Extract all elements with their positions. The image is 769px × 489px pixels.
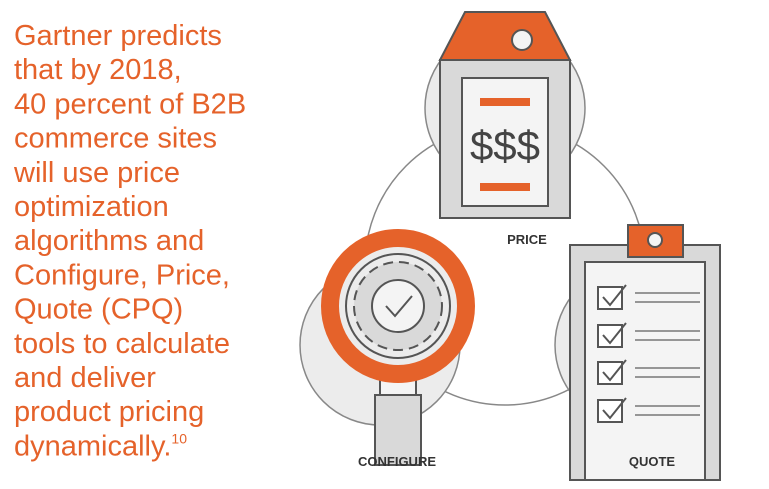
- text-span: algorithms and: [14, 225, 204, 257]
- text-span: that by 2018,: [14, 54, 182, 86]
- text-line: will use price: [13, 157, 180, 189]
- text-span: product pricing: [14, 396, 204, 428]
- text-span: dynamically.: [14, 430, 171, 462]
- text-span: and deliver: [14, 362, 156, 394]
- text-span: will use price: [13, 157, 180, 189]
- text-span: Configure, Price,: [14, 259, 230, 291]
- gear-icon: [321, 229, 475, 466]
- text-span: Gartner predicts: [14, 20, 222, 52]
- footnote-ref: 10: [171, 430, 187, 446]
- text-line: Quote (CPQ): [14, 294, 183, 326]
- text-span: tools to calculate: [14, 328, 230, 360]
- text-line: Gartner predicts: [14, 20, 222, 52]
- text-line: algorithms and: [14, 225, 204, 257]
- label: QUOTE: [629, 454, 676, 469]
- text-span: Quote (CPQ): [14, 294, 183, 326]
- text-line: that by 2018,: [14, 54, 182, 86]
- text-span: optimization: [14, 191, 169, 223]
- price-symbol: $$$: [470, 122, 540, 169]
- label: CONFIGURE: [358, 454, 436, 469]
- price-tag-icon: [438, 11, 572, 219]
- text-line: Configure, Price,: [14, 259, 230, 291]
- text-span: commerce sites: [14, 123, 217, 155]
- text-line: dynamically.10: [14, 430, 187, 462]
- text-line: and deliver: [14, 362, 156, 394]
- text-line: commerce sites: [14, 123, 217, 155]
- clipboard-icon: [569, 224, 721, 481]
- text-line: 40 percent of B2B: [14, 88, 246, 120]
- text-line: tools to calculate: [14, 328, 230, 360]
- label: PRICE: [507, 232, 547, 247]
- text-line: optimization: [14, 191, 169, 223]
- text-span: 40 percent of B2B: [14, 88, 246, 120]
- text-line: product pricing: [14, 396, 204, 428]
